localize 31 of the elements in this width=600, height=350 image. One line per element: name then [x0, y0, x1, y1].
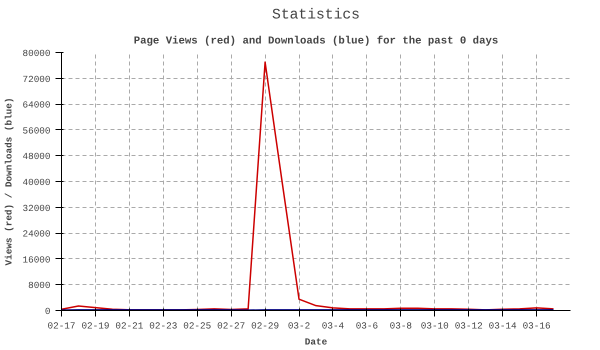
x-tick-label: 02-23: [149, 320, 178, 332]
x-tick-label: 02-17: [48, 320, 76, 332]
y-tick-label: 72000: [22, 74, 51, 85]
x-tick-label: 03-8: [390, 320, 412, 332]
x-tick-label: 03-16: [522, 320, 551, 332]
x-tick-label: 03-12: [454, 320, 483, 332]
y-tick-label: 80000: [22, 48, 51, 59]
x-tick-label: 02-27: [217, 320, 246, 332]
x-tick-label: 03-10: [420, 320, 450, 332]
x-tick-label: 02-21: [115, 320, 144, 332]
line-series: [62, 61, 554, 310]
chart-subtitle: Page Views (red) and Downloads (blue) for the past 0 days: [134, 36, 498, 48]
x-tick-label: 02-19: [81, 320, 110, 332]
x-tick-label: 03-2: [288, 320, 310, 332]
x-tick-label: 02-25: [183, 320, 212, 332]
y-tick-label: 32000: [22, 202, 51, 214]
x-axis-title: Date: [304, 336, 328, 348]
y-tick-label: 8000: [28, 280, 51, 292]
y-tick-label: 0: [44, 306, 51, 317]
x-tick-label: 03-6: [356, 320, 378, 332]
y-tick-label: 64000: [22, 100, 51, 111]
y-tick-label: 16000: [22, 254, 51, 266]
y-tick-label: 48000: [22, 151, 51, 162]
x-tick-label: 03-14: [488, 320, 518, 332]
x-tick-label: 03-4: [322, 320, 345, 332]
y-tick-label: 24000: [22, 228, 51, 240]
y-tick-label: 56000: [22, 125, 51, 136]
y-tick-label: 40000: [22, 177, 51, 188]
chart-title: Statistics: [272, 8, 360, 24]
y-axis-title: Views (red) / Downloads (blue): [4, 98, 15, 266]
x-tick-label: 02-29: [251, 320, 280, 332]
